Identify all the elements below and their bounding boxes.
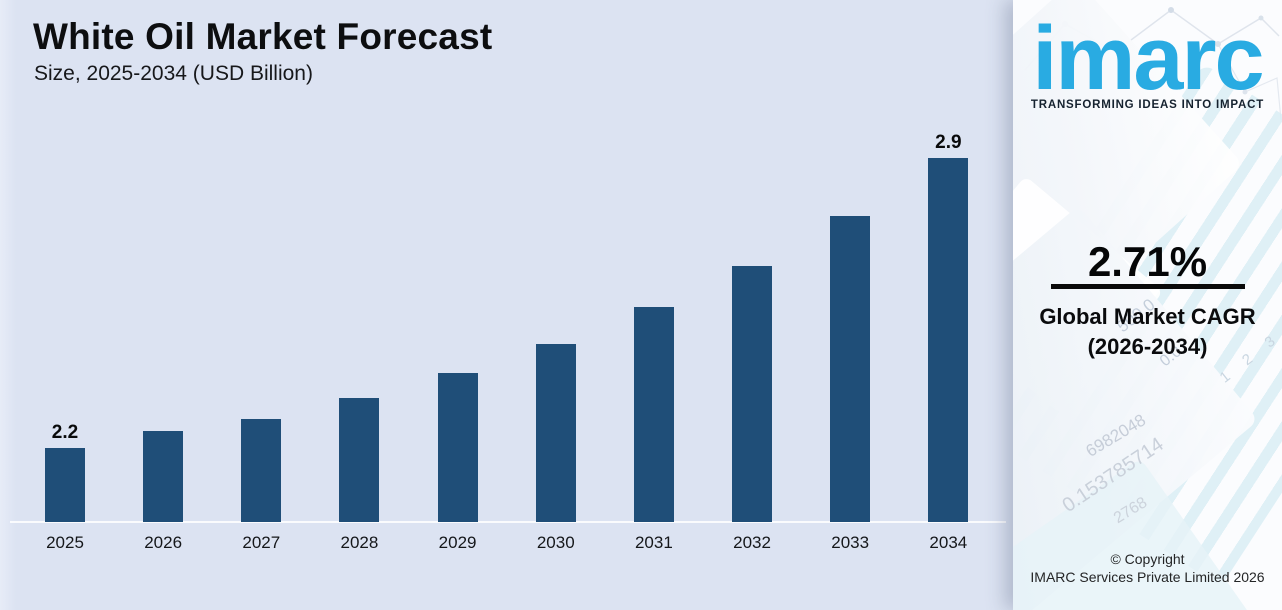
- x-tick-2026: 2026: [144, 533, 183, 552]
- x-axis-line: [10, 521, 1006, 523]
- x-tick-2027: 2027: [242, 533, 281, 552]
- chart-section: White Oil Market Forecast Size, 2025-203…: [10, 16, 1006, 552]
- copyright-company: IMARC Services Private Limited 2026: [1030, 569, 1265, 585]
- bar-2025: [45, 448, 85, 522]
- imarc-logo: imarc: [1032, 9, 1264, 109]
- x-tick-2029: 2029: [438, 533, 477, 552]
- cagr-divider: [1050, 284, 1245, 289]
- copyright-label: © Copyright: [1110, 551, 1185, 567]
- cagr-period: (2026-2034): [1087, 334, 1208, 359]
- brand-tagline: TRANSFORMING IDEAS INTO IMPACT: [1030, 99, 1265, 111]
- x-tick-2031: 2031: [634, 533, 673, 552]
- bar-2029: [437, 373, 478, 522]
- plot-area: 2025 2026 2027 2028 2029 2030 2031 2032 2033 2034…: [10, 132, 1006, 552]
- x-tick-2033: 2033: [831, 533, 870, 552]
- x-tick-2034: 2034: [929, 533, 968, 552]
- bar-2028: [339, 398, 380, 522]
- bar-2033: [830, 216, 871, 522]
- bar-2032: [732, 266, 773, 522]
- bar-2027: [241, 419, 282, 522]
- bar-value-label: 2.2: [51, 422, 79, 443]
- brand-panel: 500.0 0.0 1 2 3 4 6982048 0.153785714 27…: [1013, 0, 1282, 610]
- bar-2034: [928, 158, 969, 522]
- chart-subtitle: Size, 2025-2034 (USD Billion): [34, 62, 313, 85]
- chart-title: White Oil Market Forecast: [33, 16, 493, 57]
- watermark-number: 6982048: [1082, 410, 1150, 461]
- cagr-label: Global Market CAGR: [1039, 304, 1256, 329]
- cagr-value: 2.71%: [1087, 238, 1208, 285]
- bar-2030: [535, 344, 576, 522]
- x-tick-2032: 2032: [733, 533, 771, 552]
- watermark-number: 0.153785714: [1058, 433, 1168, 517]
- watermark-paper-shape: [1013, 457, 1256, 610]
- bar-2026: [143, 431, 184, 522]
- watermark-paper-shape: [1013, 175, 1164, 415]
- bar-value-label: 2.9: [935, 132, 962, 153]
- bar-2031: [633, 307, 674, 522]
- watermark-number: 2768: [1110, 494, 1151, 528]
- x-tick-2025: 2025: [46, 533, 84, 552]
- x-tick-2028: 2028: [340, 533, 379, 552]
- x-tick-2030: 2030: [536, 533, 575, 552]
